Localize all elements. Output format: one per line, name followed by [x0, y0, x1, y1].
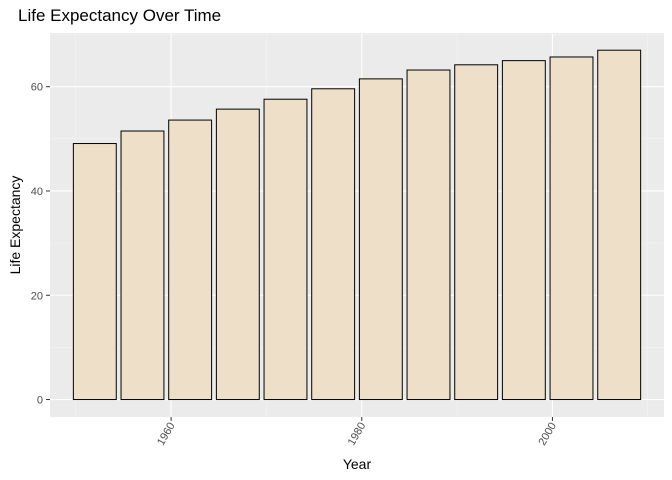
bar — [454, 64, 499, 401]
bar — [120, 130, 165, 401]
bar — [168, 119, 213, 401]
y-tick-label: 20 — [31, 290, 43, 302]
x-tick-label: 1960 — [155, 421, 178, 448]
bar — [597, 49, 642, 401]
y-tick-label: 0 — [37, 395, 43, 407]
x-tick-label: 2000 — [536, 421, 559, 448]
x-tick-label: 1980 — [346, 421, 369, 448]
axis-ticks — [46, 86, 553, 421]
x-tick-labels: 1960 1980 2000 — [155, 421, 559, 448]
bar — [311, 88, 356, 401]
bars — [72, 49, 642, 401]
bar — [549, 56, 594, 401]
bar — [358, 78, 403, 401]
bar — [72, 143, 117, 401]
bar — [406, 69, 451, 401]
x-axis-title: Year — [343, 456, 372, 472]
y-tick-label: 40 — [31, 186, 43, 198]
y-axis-title: Life Expectancy — [7, 176, 23, 275]
y-tick-label: 60 — [31, 82, 43, 94]
chart-title: Life Expectancy Over Time — [18, 6, 222, 25]
bar — [263, 98, 308, 401]
y-tick-labels: 0 20 40 60 — [31, 82, 43, 407]
bar — [501, 60, 546, 401]
bar — [215, 108, 260, 401]
